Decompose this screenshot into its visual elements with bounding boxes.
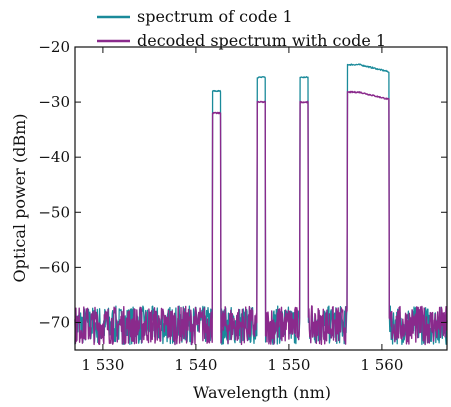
- y-axis: −70 −60 −50 −40 −30 −20: [38, 38, 447, 331]
- x-tick-label: 1 560: [360, 356, 403, 374]
- y-tick-label: −40: [38, 148, 70, 166]
- x-tick-label: 1 530: [81, 356, 124, 374]
- y-tick-label: −50: [38, 203, 70, 221]
- x-tick-label: 1 540: [174, 356, 217, 374]
- y-tick-label: −70: [38, 313, 70, 331]
- series-line-2: [74, 90, 448, 346]
- x-axis: 1 530 1 540 1 550 1 560: [81, 47, 403, 374]
- y-axis-title: Optical power (dBm): [10, 113, 29, 282]
- y-tick-label: −30: [38, 93, 70, 111]
- legend-label-series-1: spectrum of code 1: [137, 7, 293, 26]
- plot-frame: [74, 46, 448, 351]
- series-line-1: [74, 63, 448, 346]
- y-tick-label: −20: [38, 38, 70, 56]
- series-layer: [74, 63, 448, 346]
- x-axis-title: Wavelength (nm): [193, 383, 331, 402]
- y-tick-label: −60: [38, 258, 70, 276]
- legend: spectrum of code 1 decoded spectrum with…: [97, 7, 386, 50]
- plot-area: [74, 46, 448, 351]
- x-tick-label: 1 550: [267, 356, 310, 374]
- legend-label-series-2: decoded spectrum with code 1: [137, 31, 386, 50]
